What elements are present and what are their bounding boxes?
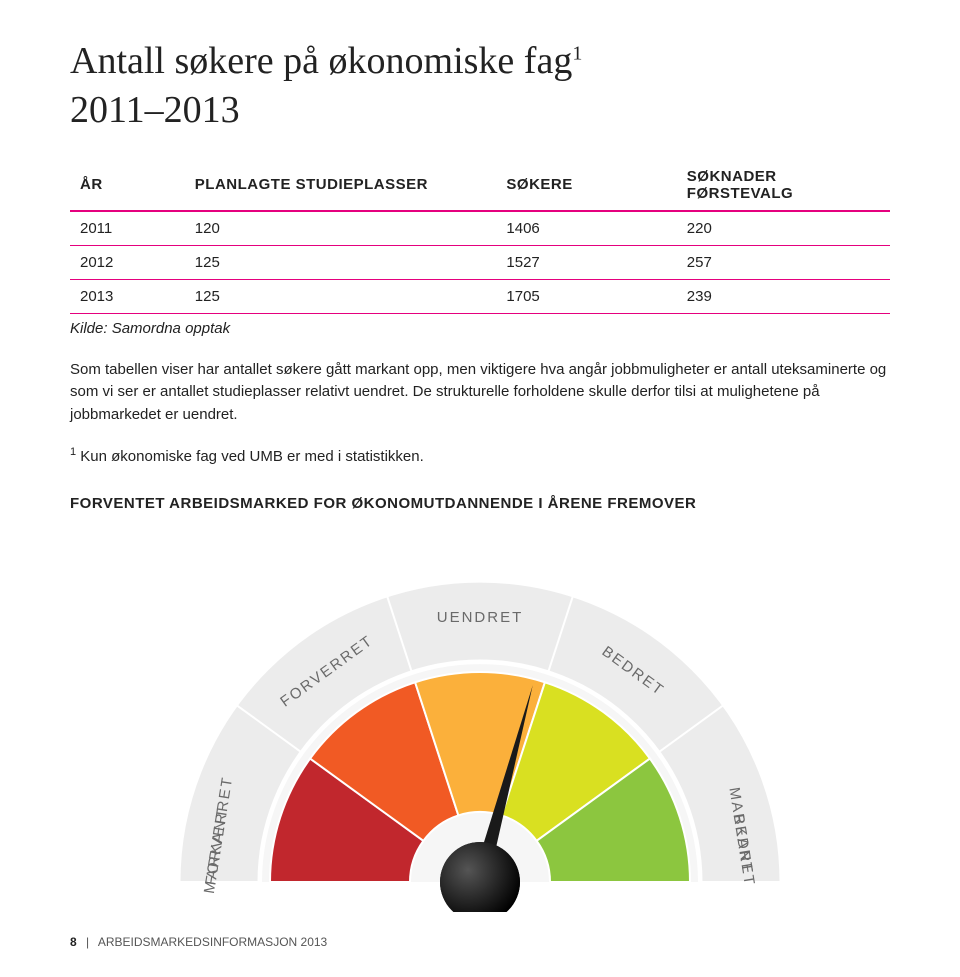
source-label: Kilde: Samordna opptak (70, 320, 890, 337)
table-header-row: ÅR PLANLAGTE STUDIEPLASSER SØKERE SØKNAD… (70, 160, 890, 211)
table-cell: 1527 (496, 245, 676, 279)
footer-text: ARBEIDSMARKEDSINFORMASJON 2013 (98, 935, 327, 949)
table-row: 20131251705239 (70, 279, 890, 313)
table-cell: 1705 (496, 279, 676, 313)
table-cell: 125 (185, 245, 497, 279)
title-years: 2011–2013 (70, 88, 890, 132)
title-superscript: 1 (572, 42, 582, 64)
footer-separator: | (86, 935, 89, 949)
table-cell: 2012 (70, 245, 185, 279)
table-cell: 220 (677, 211, 890, 246)
applicants-table: ÅR PLANLAGTE STUDIEPLASSER SØKERE SØKNAD… (70, 160, 890, 314)
col-header-applicants: SØKERE (496, 160, 676, 211)
footnote: 1 Kun økonomiske fag ved UMB er med i st… (70, 444, 890, 469)
footnote-text: Kun økonomiske fag ved UMB er med i stat… (76, 448, 424, 465)
table-cell: 1406 (496, 211, 676, 246)
body-paragraph: Som tabellen viser har antallet søkere g… (70, 359, 890, 427)
col-header-places: PLANLAGTE STUDIEPLASSER (185, 160, 497, 211)
page-title: Antall søkere på økonomiske fag1 (70, 40, 890, 84)
page-footer: 8 | ARBEIDSMARKEDSINFORMASJON 2013 (70, 935, 327, 949)
table-row: 20111201406220 (70, 211, 890, 246)
title-text: Antall søkere på økonomiske fag (70, 40, 572, 82)
gauge-container: UENDRETFORVERRETBEDRETMARKANTFORVERRETMA… (70, 552, 890, 912)
table-row: 20121251527257 (70, 245, 890, 279)
gauge-label-top: UENDRET (437, 609, 524, 626)
table-cell: 2011 (70, 211, 185, 246)
col-header-year: ÅR (70, 160, 185, 211)
gauge-chart: UENDRETFORVERRETBEDRETMARKANTFORVERRETMA… (160, 552, 800, 912)
col-header-firstchoice: SØKNADER FØRSTEVALG (677, 160, 890, 211)
table-cell: 257 (677, 245, 890, 279)
table-cell: 120 (185, 211, 497, 246)
table-cell: 125 (185, 279, 497, 313)
table-cell: 2013 (70, 279, 185, 313)
section-heading: FORVENTET ARBEIDSMARKED FOR ØKONOMUTDANN… (70, 495, 890, 512)
page-number: 8 (70, 935, 77, 949)
table-cell: 239 (677, 279, 890, 313)
